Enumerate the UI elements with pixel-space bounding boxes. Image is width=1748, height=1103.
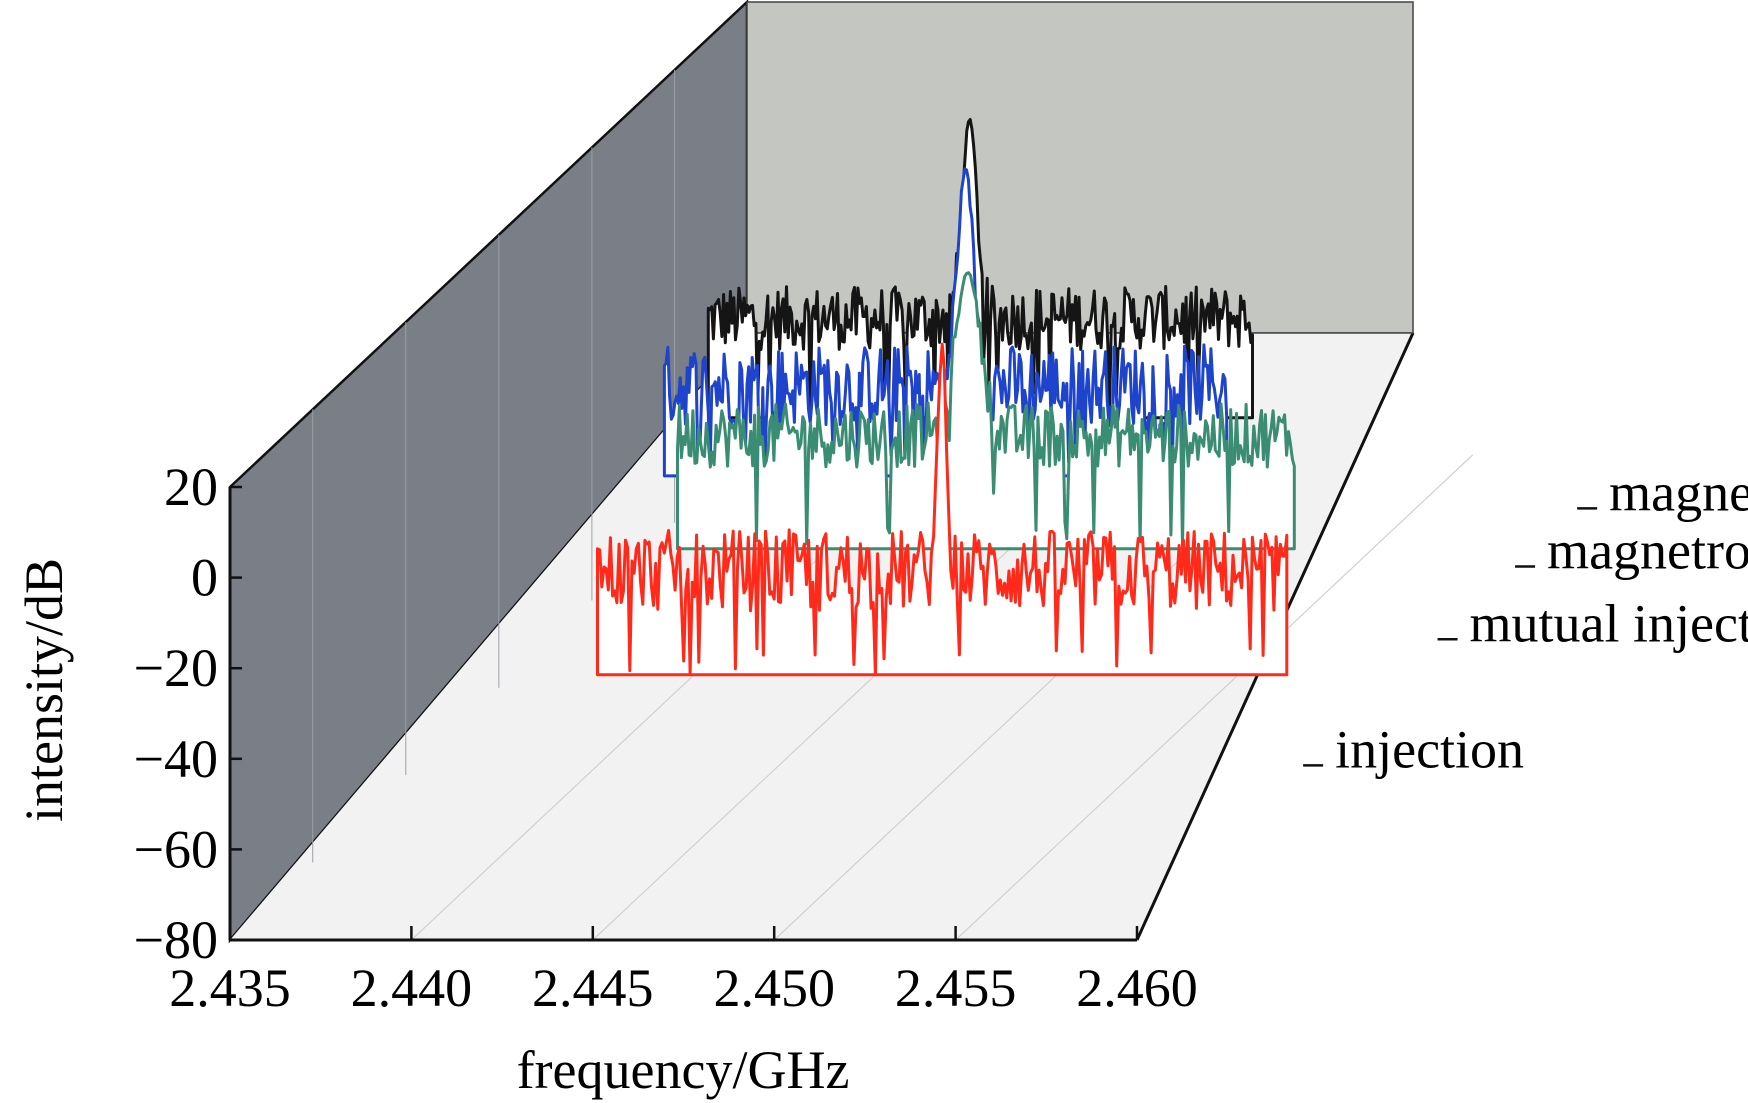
series-label: magnetron 2 — [1609, 462, 1748, 522]
depth-ticks: magnetron 2magnetron 1 mutual injection in… — [1303, 462, 1748, 779]
x-tick-label: 2.435 — [169, 958, 291, 1018]
x-axis-title: frequency/GHz — [517, 1040, 850, 1100]
x-ticks: 2.435 2.440 2.445 2.450 2.455 2.460 — [169, 926, 1198, 1018]
series-group — [596, 118, 1296, 677]
series-line-magnetron-2 — [706, 118, 1254, 420]
x-tick-label: 2.440 — [351, 958, 473, 1018]
y-tick-label: 0 — [191, 548, 218, 608]
back-wall — [746, 1, 1414, 334]
y-ticks: 20 0 −20 −40 −60 −80 — [134, 457, 242, 970]
y-axis-title: intensity/dB — [14, 558, 74, 822]
series-line-mutual-injection — [676, 271, 1296, 551]
x-tick-label: 2.455 — [895, 958, 1017, 1018]
x-tick-label: 2.450 — [713, 958, 835, 1018]
x-tick-label: 2.460 — [1076, 958, 1198, 1018]
y-tick-label: −20 — [134, 638, 218, 698]
y-tick-label: −80 — [134, 910, 218, 970]
y-tick-label: 20 — [164, 457, 218, 517]
series-label: injection — [1335, 719, 1524, 779]
floor-grid-line — [955, 454, 1474, 941]
series-label: mutual injection — [1470, 593, 1748, 653]
series-label: magnetron 1 — [1547, 521, 1748, 581]
y-tick-label: −60 — [134, 819, 218, 879]
series-line-magnetron-1 — [662, 167, 1229, 478]
series-line-injection — [596, 342, 1289, 677]
y-tick-label: −40 — [134, 729, 218, 789]
x-tick-label: 2.445 — [532, 958, 654, 1018]
